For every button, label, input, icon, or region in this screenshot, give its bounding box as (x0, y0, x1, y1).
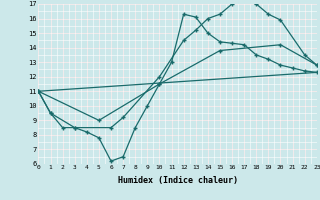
X-axis label: Humidex (Indice chaleur): Humidex (Indice chaleur) (118, 176, 238, 185)
